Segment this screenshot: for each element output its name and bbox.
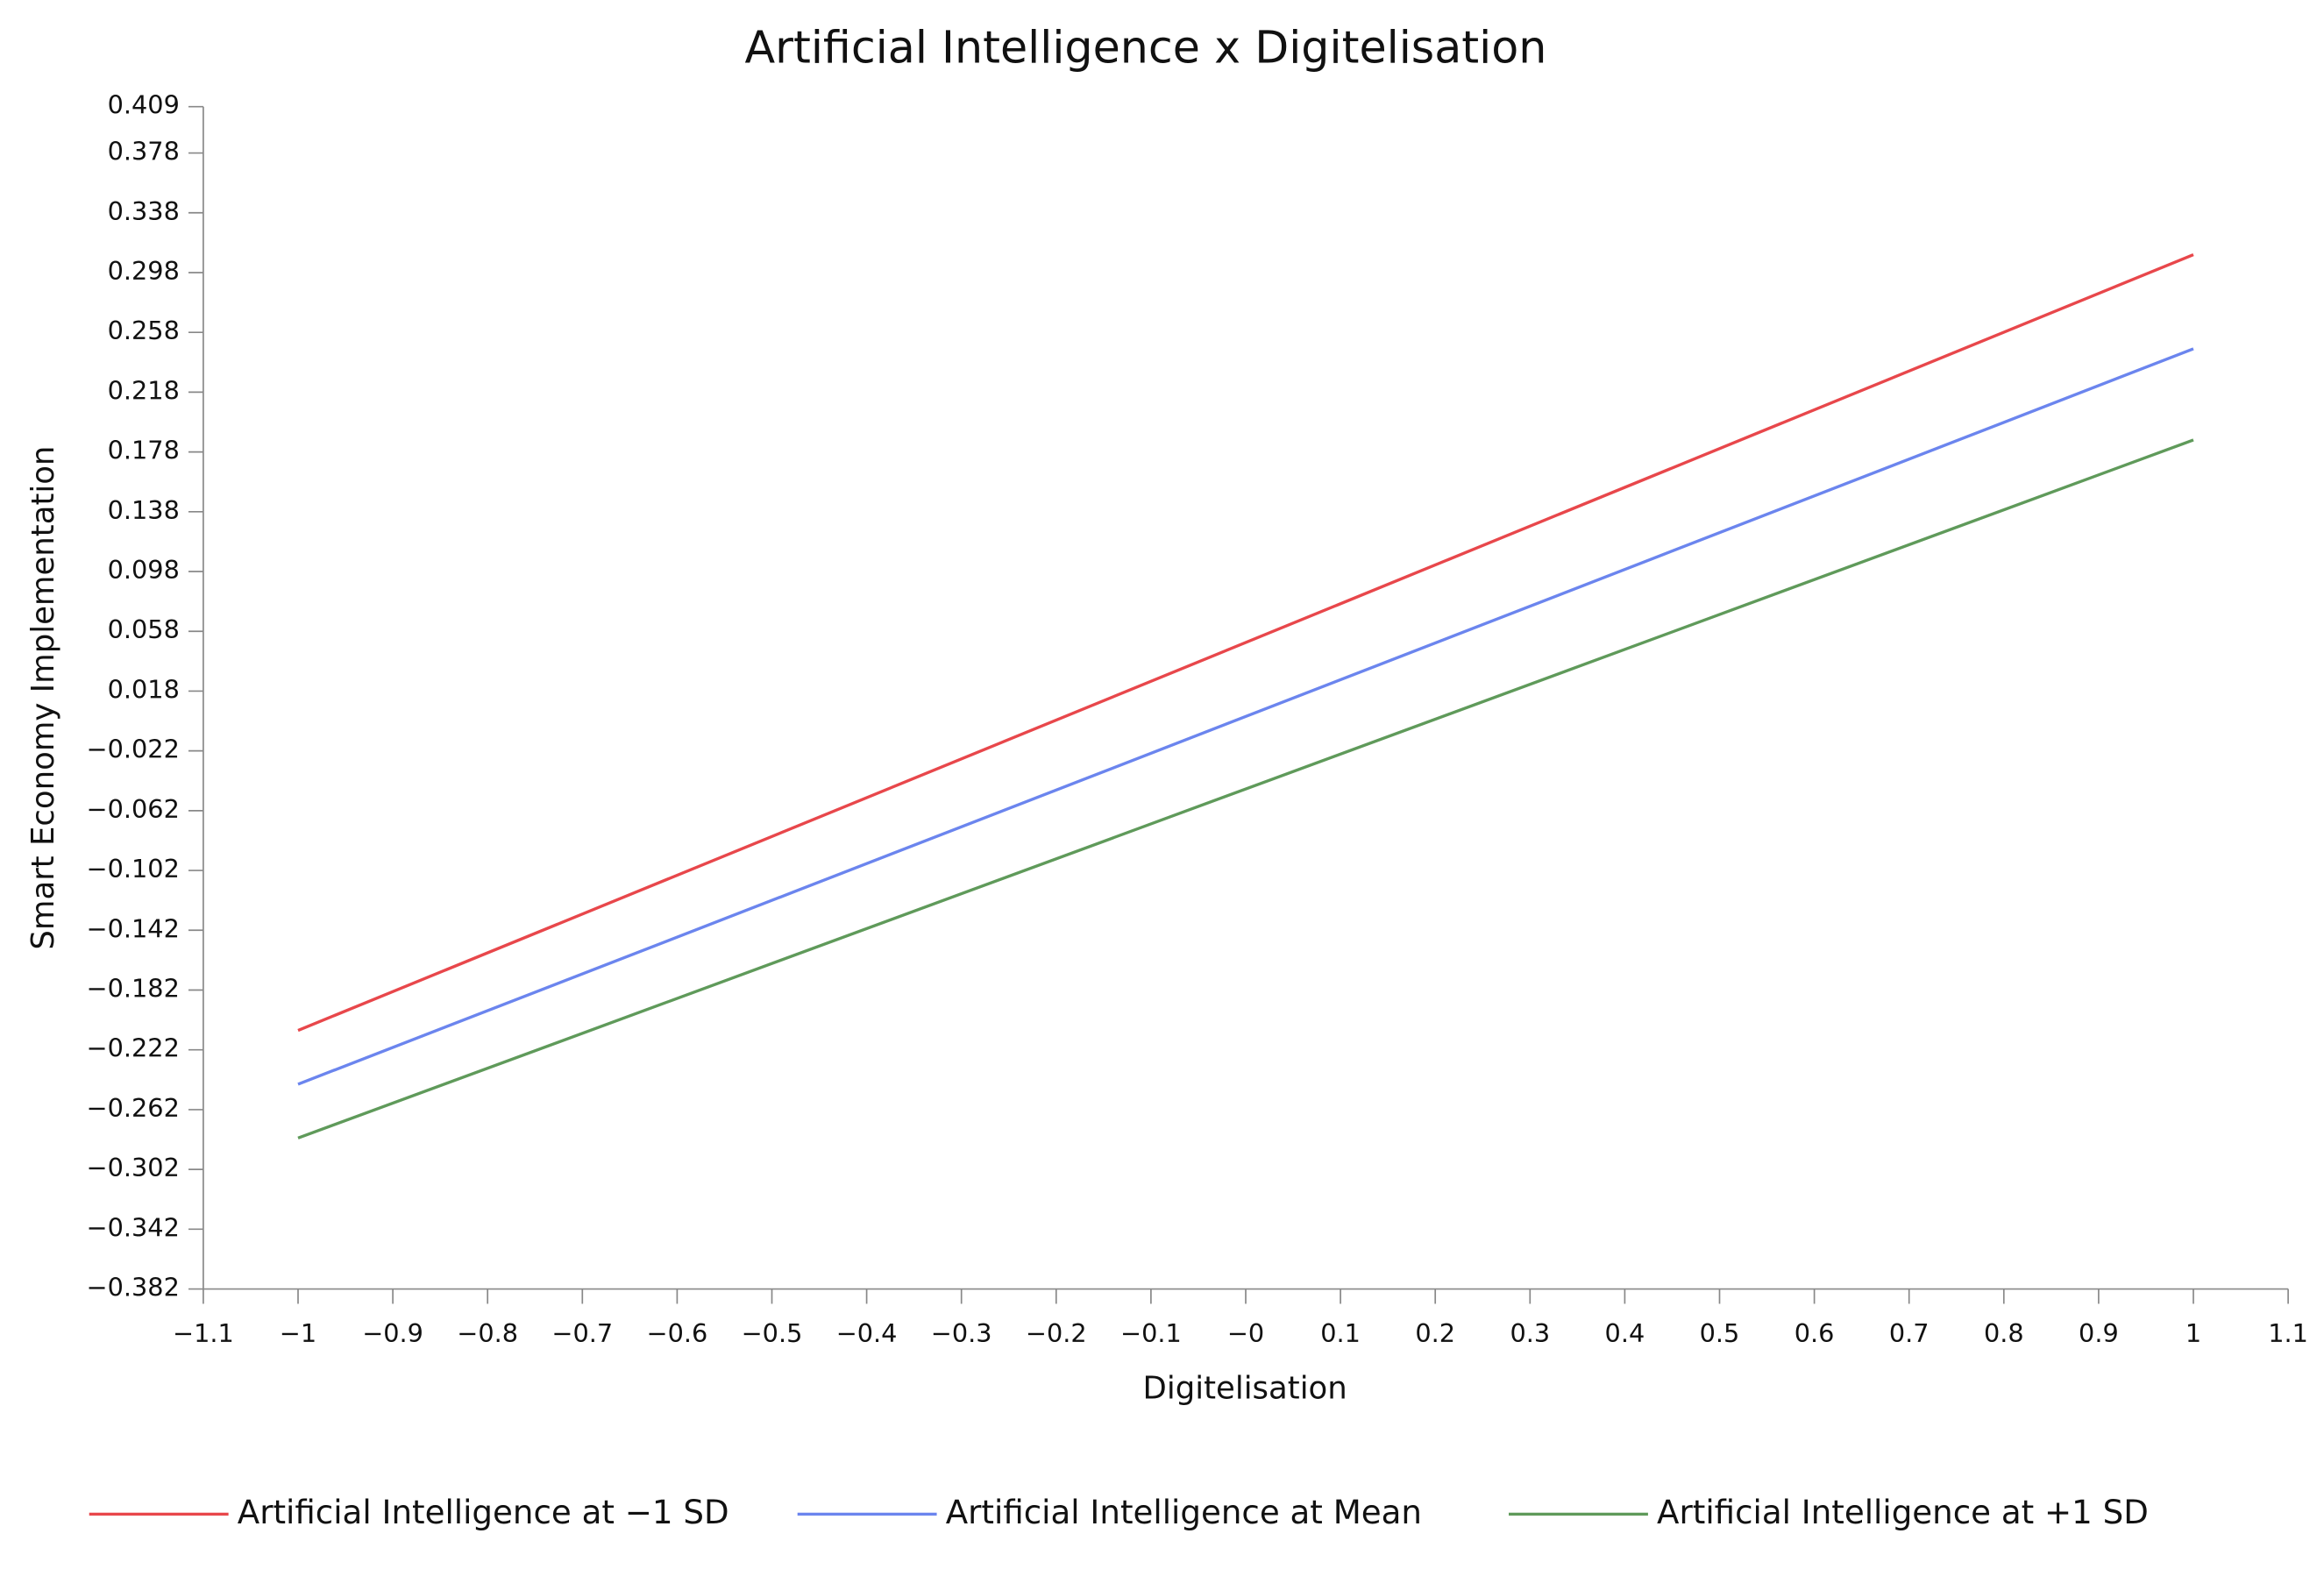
y-tick-label: 0.098 — [108, 555, 180, 585]
y-tick-label: 0.258 — [108, 316, 180, 345]
x-tick-label: −0.4 — [836, 1318, 898, 1348]
legend-label: Artificial Intelligence at −1 SD — [238, 1493, 729, 1531]
x-tick-label: −0.5 — [742, 1318, 803, 1348]
series-line — [297, 252, 2194, 1033]
x-tick-label: 0.1 — [1320, 1318, 1361, 1348]
x-tick-label: 1.1 — [2268, 1318, 2308, 1348]
x-tick-label: 0.4 — [1605, 1318, 1645, 1348]
x-tick-label: −1 — [280, 1318, 316, 1348]
y-tick-label: 0.178 — [108, 436, 180, 465]
x-tick-label: 0.5 — [1700, 1318, 1740, 1348]
y-tick-label: −0.222 — [87, 1033, 180, 1063]
y-tick-label: −0.062 — [87, 794, 180, 824]
x-tick-label: 0.9 — [2079, 1318, 2119, 1348]
y-axis-title: Smart Economy Implementation — [25, 446, 61, 950]
series-line — [297, 347, 2194, 1086]
chart-title: Artificial Intelligence x Digitelisation — [744, 21, 1546, 73]
x-tick-label: −0.8 — [457, 1318, 518, 1348]
x-tick-label: −0.9 — [362, 1318, 423, 1348]
x-tick-label: −0 — [1227, 1318, 1264, 1348]
y-tick-label: −0.262 — [87, 1093, 180, 1123]
x-tick-label: −0.7 — [551, 1318, 613, 1348]
y-tick-label: 0.409 — [108, 90, 180, 120]
x-tick-label: −0.2 — [1026, 1318, 1087, 1348]
x-tick-label: 0.8 — [1984, 1318, 2024, 1348]
x-tick-label: −0.6 — [647, 1318, 708, 1348]
x-tick-label: −1.1 — [173, 1318, 234, 1348]
legend-label: Artificial Intelligence at +1 SD — [1657, 1493, 2149, 1531]
y-tick-label: −0.302 — [87, 1153, 180, 1182]
x-tick-label: 0.7 — [1889, 1318, 1930, 1348]
y-tick-label: 0.338 — [108, 196, 180, 226]
x-tick-label: 0.3 — [1510, 1318, 1550, 1348]
legend-label: Artificial Intelligence at Mean — [946, 1493, 1422, 1531]
y-tick-label: −0.342 — [87, 1212, 180, 1242]
y-tick-label: −0.142 — [87, 913, 180, 943]
x-tick-label: 0.6 — [1795, 1318, 1835, 1348]
y-tick-label: 0.058 — [108, 614, 180, 644]
y-tick-label: 0.018 — [108, 674, 180, 704]
x-tick-label: 0.2 — [1415, 1318, 1455, 1348]
x-axis-title: Digitelisation — [1143, 1370, 1347, 1406]
x-tick-label: −0.3 — [931, 1318, 992, 1348]
y-tick-label: 0.218 — [108, 375, 180, 405]
y-tick-label: 0.378 — [108, 137, 180, 167]
y-tick-label: −0.182 — [87, 973, 180, 1003]
y-tick-label: −0.382 — [87, 1273, 180, 1303]
y-tick-label: −0.102 — [87, 854, 180, 884]
y-tick-label: −0.022 — [87, 735, 180, 764]
y-tick-label: 0.138 — [108, 495, 180, 525]
x-tick-label: 1 — [2185, 1318, 2201, 1348]
x-tick-label: −0.1 — [1120, 1318, 1182, 1348]
series-line — [297, 438, 2194, 1139]
y-tick-label: 0.298 — [108, 256, 180, 286]
